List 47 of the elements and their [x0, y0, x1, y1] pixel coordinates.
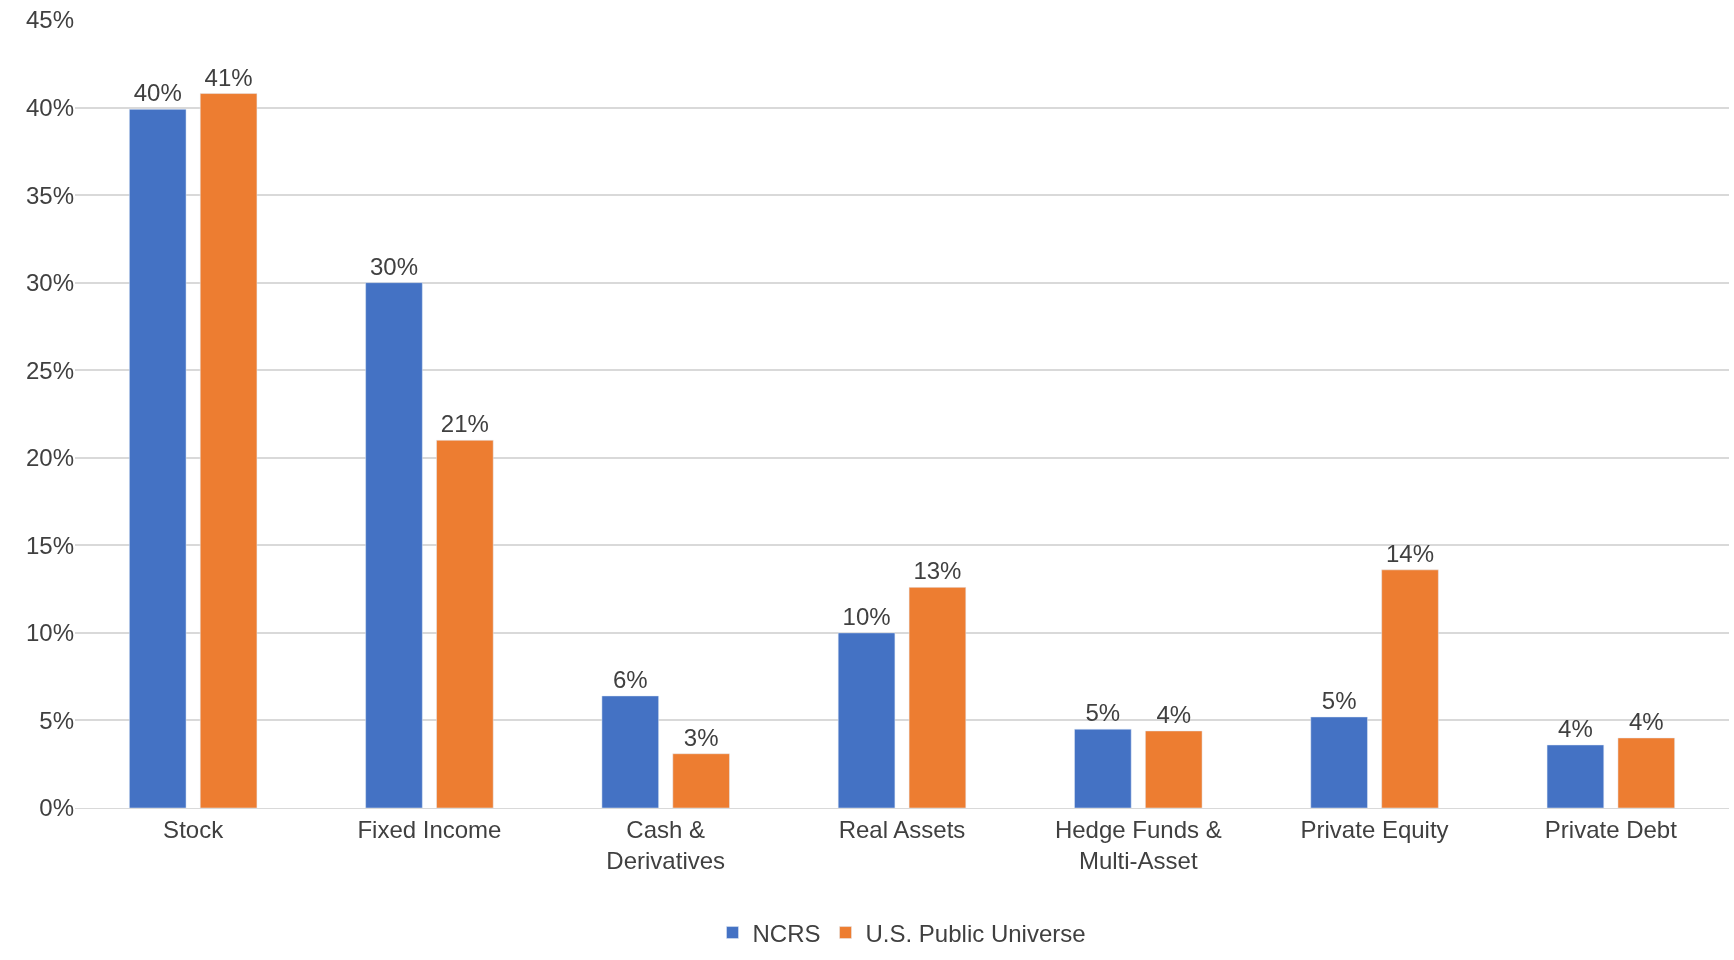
bar: [1617, 737, 1675, 808]
y-tick-label: 15%: [25, 531, 74, 559]
bar: [837, 632, 896, 808]
data-label: 5%: [1085, 699, 1121, 727]
data-label: 4%: [1558, 714, 1593, 742]
x-tick-label: Private Debt: [1544, 815, 1678, 843]
bar: [365, 282, 423, 808]
data-label: 6%: [612, 665, 648, 693]
data-label: 5%: [1321, 686, 1357, 714]
bar: [436, 440, 494, 808]
x-tick-label: Real Assets: [838, 815, 966, 843]
x-tick-label: Private Equity: [1300, 815, 1449, 843]
y-tick-label: 0%: [39, 794, 74, 822]
x-tick-label: Hedge Funds & Multi-Asset: [1054, 815, 1222, 874]
bar: [672, 753, 730, 808]
y-tick-label: 20%: [25, 444, 74, 472]
data-label: 41%: [204, 63, 253, 91]
y-tick-label: 25%: [25, 356, 74, 384]
y-tick-label: 5%: [39, 706, 74, 734]
bar: [1074, 728, 1132, 808]
bar: [1381, 569, 1439, 808]
bar: [1310, 716, 1368, 808]
data-label: 10%: [842, 602, 891, 630]
legend-label: U.S. Public Universe: [865, 919, 1086, 947]
bar: [129, 109, 187, 808]
data-label: 3%: [683, 723, 719, 751]
data-label: 21%: [440, 410, 489, 438]
bar: [601, 695, 659, 808]
x-tick-label: Stock: [163, 815, 225, 843]
data-label: 13%: [913, 557, 962, 585]
y-tick-label: 45%: [25, 6, 74, 34]
data-label: 30%: [369, 252, 419, 280]
bar: [908, 587, 967, 808]
bar: [1546, 744, 1605, 808]
y-tick-label: 10%: [25, 619, 74, 647]
data-label: 14%: [1385, 539, 1435, 567]
legend-label: NCRS: [752, 919, 821, 947]
x-tick-label: Fixed Income: [357, 815, 502, 843]
y-tick-label: 35%: [25, 181, 74, 209]
data-label: 4%: [1628, 707, 1664, 735]
data-label: 40%: [133, 79, 182, 107]
x-tick-label: Cash & Derivatives: [606, 815, 726, 874]
y-tick-label: 40%: [25, 93, 74, 121]
bar: [1145, 730, 1203, 808]
bar: [199, 93, 258, 808]
y-tick-label: 30%: [25, 269, 74, 297]
data-label: 4%: [1156, 700, 1192, 728]
